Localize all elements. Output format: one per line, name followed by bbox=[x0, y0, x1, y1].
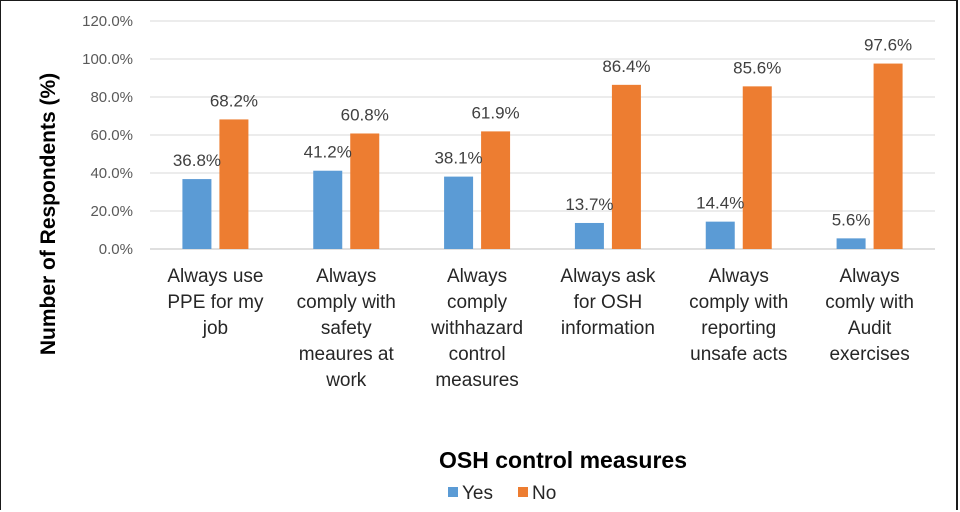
data-labels: 36.8% 68.2% 41.2% 60.8% 38.1% 61.9% 13.7% 86.4%… bbox=[173, 36, 912, 230]
y-tick-label: 60.0% bbox=[90, 127, 133, 144]
bar-no bbox=[481, 131, 511, 249]
category-labels: Always use PPE for my job Always comply with… bbox=[167, 266, 914, 391]
legend-swatch bbox=[448, 487, 458, 497]
bar-no bbox=[873, 63, 903, 250]
legend-label: No bbox=[532, 483, 556, 504]
gridlines bbox=[150, 20, 935, 250]
bar-no bbox=[742, 86, 772, 249]
data-label: 36.8% bbox=[173, 151, 221, 170]
bar-yes bbox=[574, 222, 604, 249]
data-label: 38.1% bbox=[434, 149, 482, 168]
y-tick-label: 40.0% bbox=[90, 165, 133, 182]
category-label: Always comply with safety meaures at work bbox=[297, 266, 396, 391]
bars bbox=[182, 63, 903, 250]
data-label: 13.7% bbox=[565, 195, 613, 214]
data-label: 14.4% bbox=[696, 194, 744, 213]
bar-no bbox=[611, 84, 641, 249]
y-tick-label: 20.0% bbox=[90, 203, 133, 220]
x-axis-title: OSH control measures bbox=[439, 447, 687, 473]
legend: Yes No bbox=[448, 483, 556, 504]
y-tick-label: 80.0% bbox=[90, 89, 133, 106]
bar-yes bbox=[313, 170, 343, 249]
y-tick-label: 120.0% bbox=[82, 13, 133, 30]
y-tick-label: 0.0% bbox=[99, 241, 133, 258]
y-tick-label: 100.0% bbox=[82, 51, 133, 68]
data-label: 68.2% bbox=[210, 91, 258, 110]
y-tick-labels: 0.0% 20.0% 40.0% 60.0% 80.0% 100.0% 120.0% bbox=[82, 13, 133, 258]
legend-swatch bbox=[518, 487, 528, 497]
data-label: 41.2% bbox=[304, 143, 352, 162]
data-label: 85.6% bbox=[733, 58, 781, 77]
category-label: Always comply with reporting unsafe acts bbox=[689, 266, 788, 365]
data-label: 60.8% bbox=[341, 105, 389, 124]
category-label: Always use PPE for my job bbox=[167, 266, 264, 339]
bar-no bbox=[219, 119, 249, 249]
category-label: Always comly with Audit exercises bbox=[825, 266, 914, 365]
legend-label: Yes bbox=[462, 483, 493, 504]
data-label: 5.6% bbox=[832, 210, 871, 229]
bar-yes bbox=[182, 179, 212, 249]
data-label: 86.4% bbox=[602, 57, 650, 76]
bar-yes bbox=[444, 176, 474, 249]
bar-no bbox=[350, 133, 380, 249]
category-label: Always ask for OSH information bbox=[560, 266, 656, 339]
category-label: Always comply withhazard control measures bbox=[430, 266, 523, 391]
bar-yes bbox=[705, 221, 735, 249]
bar-yes bbox=[836, 238, 866, 249]
data-label: 61.9% bbox=[471, 103, 519, 122]
data-label: 97.6% bbox=[864, 36, 912, 55]
y-axis-title: Number of Respondents (%) bbox=[37, 73, 60, 355]
